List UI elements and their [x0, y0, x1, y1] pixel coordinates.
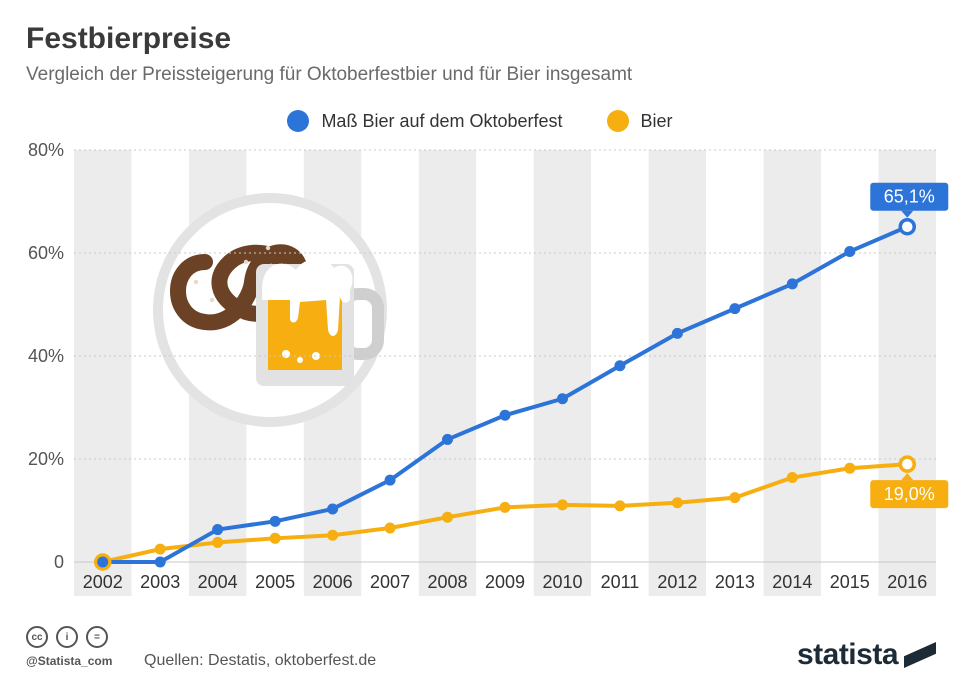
end-labels: 65,1% 19,0% — [870, 182, 949, 509]
end-label: 65,1% — [870, 182, 949, 218]
column-band — [476, 150, 534, 596]
data-point — [442, 433, 454, 445]
data-point — [614, 360, 626, 372]
data-point — [556, 499, 568, 511]
y-tick-label: 80% — [28, 140, 64, 160]
nd-icon[interactable]: = — [86, 626, 108, 648]
data-point — [154, 543, 166, 555]
brand-mark-icon — [904, 642, 936, 668]
data-point — [327, 529, 339, 541]
legend-item-oktoberfest: Maß Bier auf dem Oktoberfest — [287, 110, 563, 132]
x-tick-label: 2005 — [255, 572, 295, 592]
data-point — [898, 217, 917, 236]
brand-text: statista — [796, 638, 899, 671]
end-label-box — [870, 480, 949, 509]
x-tick-label: 2006 — [313, 572, 353, 592]
x-tick-label: 2002 — [83, 572, 123, 592]
column-band — [361, 150, 419, 596]
data-point — [269, 532, 281, 544]
y-tick-label: 60% — [28, 243, 64, 263]
data-point — [269, 515, 281, 527]
data-point — [154, 556, 166, 568]
source-note: Quellen: Destatis, oktoberfest.de — [144, 652, 377, 669]
data-point — [614, 500, 626, 512]
end-label-box — [870, 182, 949, 211]
end-label-text: 19,0% — [884, 484, 935, 504]
x-tick-label: 2007 — [370, 572, 410, 592]
y-axis: 80% 60% 40% 20% 0 — [28, 140, 936, 572]
x-tick-label: 2004 — [198, 572, 238, 592]
column-band — [706, 150, 764, 596]
y-tick-label: 0 — [54, 552, 64, 572]
chart-subtitle: Vergleich der Preissteigerung für Oktobe… — [26, 64, 633, 85]
series-points — [93, 217, 917, 571]
x-tick-label: 2012 — [657, 572, 697, 592]
legend-swatch-bier — [606, 110, 629, 132]
column-band — [418, 150, 477, 596]
x-tick-label: 2003 — [140, 572, 180, 592]
end-label-pointer — [901, 473, 914, 481]
data-point — [729, 492, 741, 504]
by-icon[interactable]: i — [56, 626, 78, 648]
column-band — [763, 150, 822, 596]
x-axis: 2002 2003 2004 2005 2006 2007 2008 2009 2010 2011… — [83, 572, 928, 592]
data-point — [671, 327, 683, 339]
data-point — [499, 501, 511, 513]
data-point — [786, 472, 798, 484]
legend-item-bier: Bier — [606, 110, 673, 132]
legend-swatch-oktoberfest — [287, 110, 310, 132]
data-point — [442, 511, 454, 523]
x-tick-label: 2016 — [887, 572, 927, 592]
license-block: cc i = @Statista_com — [26, 626, 116, 668]
x-tick-label: 2010 — [542, 572, 582, 592]
data-point — [97, 556, 109, 568]
end-label: 19,0% — [870, 473, 949, 509]
x-tick-label: 2008 — [428, 572, 468, 592]
data-point — [212, 524, 224, 536]
data-point — [844, 245, 856, 257]
column-band — [821, 150, 879, 596]
x-tick-label: 2013 — [715, 572, 755, 592]
legend-label-oktoberfest: Maß Bier auf dem Oktoberfest — [321, 110, 563, 131]
pretzel-beer-illustration — [153, 193, 387, 427]
statista-handle[interactable]: @Statista_com — [26, 654, 113, 668]
column-band — [591, 150, 649, 596]
y-tick-label: 20% — [28, 449, 64, 469]
data-point — [384, 522, 396, 534]
data-point — [786, 278, 798, 290]
data-point — [384, 474, 396, 486]
data-point — [729, 303, 741, 315]
x-tick-label: 2009 — [485, 572, 525, 592]
cc-license-icons: cc i = — [26, 626, 116, 648]
x-tick-label: 2014 — [772, 572, 812, 592]
data-point — [556, 393, 568, 405]
column-band — [74, 150, 132, 596]
chart-title: Festbierpreise — [26, 22, 232, 55]
legend-label-bier: Bier — [640, 110, 673, 131]
data-point — [327, 503, 339, 515]
data-point — [212, 536, 224, 548]
data-point — [499, 409, 511, 421]
statista-logo[interactable]: statista — [797, 638, 936, 672]
x-tick-label: 2015 — [830, 572, 870, 592]
data-point — [671, 497, 683, 509]
column-band — [648, 150, 707, 596]
legend: Maß Bier auf dem Oktoberfest Bier — [0, 110, 960, 132]
column-band — [533, 150, 592, 596]
end-label-text: 65,1% — [884, 187, 935, 207]
end-label-pointer — [901, 210, 914, 218]
data-point — [844, 462, 856, 474]
cc-icon[interactable]: cc — [26, 626, 48, 648]
y-tick-label: 40% — [28, 346, 64, 366]
x-tick-label: 2011 — [601, 572, 640, 592]
data-point — [898, 455, 917, 473]
